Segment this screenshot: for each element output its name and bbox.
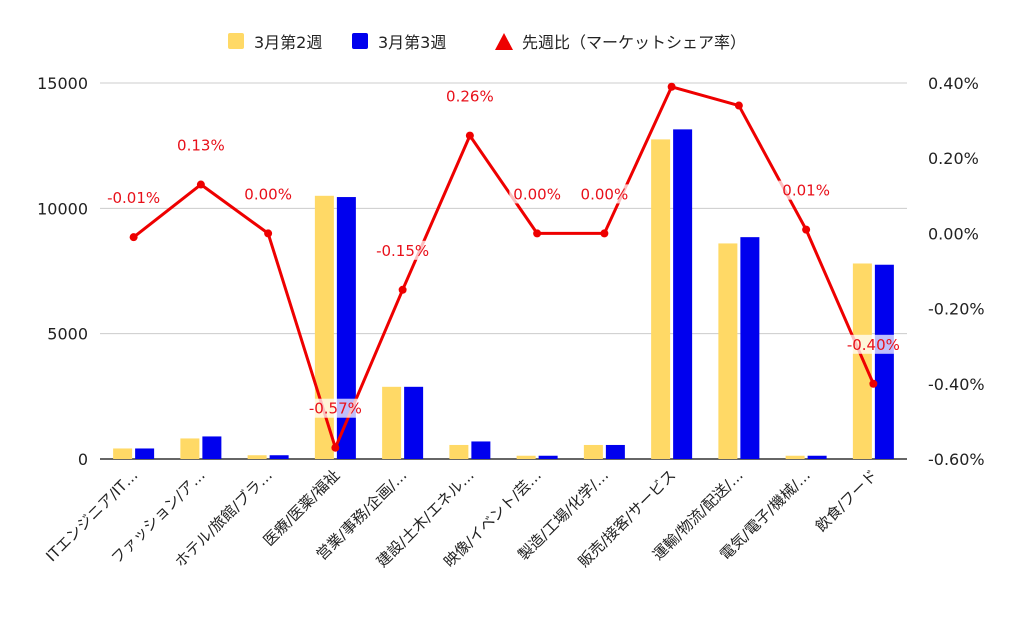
data-label-bg [173, 135, 229, 155]
bar [538, 455, 558, 459]
bar [807, 455, 827, 459]
right-tick-label: 0.20% [928, 149, 979, 168]
data-label-bg [240, 184, 296, 204]
share-point [734, 101, 743, 110]
share-point [331, 443, 340, 452]
data-label-bg [302, 398, 368, 418]
share-point [129, 233, 138, 242]
share-line [132, 85, 875, 450]
bar [135, 448, 155, 459]
data-label-bg [442, 86, 498, 106]
share-point [196, 180, 205, 189]
right-tick-label: -0.60% [928, 450, 985, 469]
data-label: -0.15% [376, 242, 429, 260]
left-tick-label: 5000 [47, 325, 88, 344]
bar [605, 444, 625, 459]
bar [180, 438, 200, 459]
share-point [264, 229, 273, 238]
right-tick-label: 0.40% [928, 74, 979, 93]
data-label-bg [576, 184, 633, 204]
data-label-bg [370, 240, 436, 260]
data-label-bg [840, 334, 906, 354]
share-point [667, 82, 676, 91]
bar [874, 264, 894, 459]
legend-label: 先週比（マーケットシェア率） [522, 33, 746, 52]
bar [113, 448, 133, 459]
bar [202, 436, 222, 459]
bar [651, 139, 671, 459]
bar [471, 441, 491, 459]
legend-label: 3月第3週 [378, 33, 446, 52]
data-label: 0.26% [446, 88, 494, 106]
bar [516, 455, 536, 459]
share-point [802, 225, 811, 234]
legend-swatch [228, 33, 244, 49]
bar [449, 444, 469, 459]
bar [336, 197, 356, 459]
share-point [533, 229, 542, 238]
bar [740, 237, 760, 459]
data-label: -0.57% [309, 400, 362, 418]
bar [247, 455, 267, 459]
data-label: -0.40% [847, 336, 900, 354]
data-label-bg [101, 188, 167, 208]
data-label: 0.13% [177, 137, 225, 155]
bar [314, 195, 334, 460]
data-label: 0.00% [581, 185, 629, 203]
right-tick-label: -0.20% [928, 300, 985, 319]
share-point [398, 285, 407, 294]
left-tick-label: 15000 [37, 74, 88, 93]
bar [718, 243, 738, 459]
bar [269, 455, 289, 459]
right-tick-label: -0.40% [928, 375, 985, 394]
left-tick-label: 0 [78, 450, 88, 469]
right-tick-label: 0.00% [928, 224, 979, 243]
data-label-bg [778, 180, 834, 200]
data-label-bg [509, 184, 565, 204]
legend-marker [495, 33, 513, 50]
legend-label: 3月第2週 [254, 33, 322, 52]
legend-swatch [352, 33, 368, 49]
data-label: 0.01% [782, 182, 830, 200]
data-label: -0.01% [107, 189, 160, 207]
left-tick-label: 10000 [37, 199, 88, 218]
bar [404, 386, 424, 459]
bar [673, 129, 693, 459]
share-point [465, 131, 474, 140]
data-label: 0.00% [513, 185, 561, 203]
bar [785, 455, 805, 459]
data-label: 0.00% [244, 185, 292, 203]
bar [382, 386, 402, 459]
category-label: 飲食/フード [812, 466, 881, 535]
share-point [600, 229, 609, 238]
bar [583, 444, 603, 459]
share-point [869, 379, 878, 388]
